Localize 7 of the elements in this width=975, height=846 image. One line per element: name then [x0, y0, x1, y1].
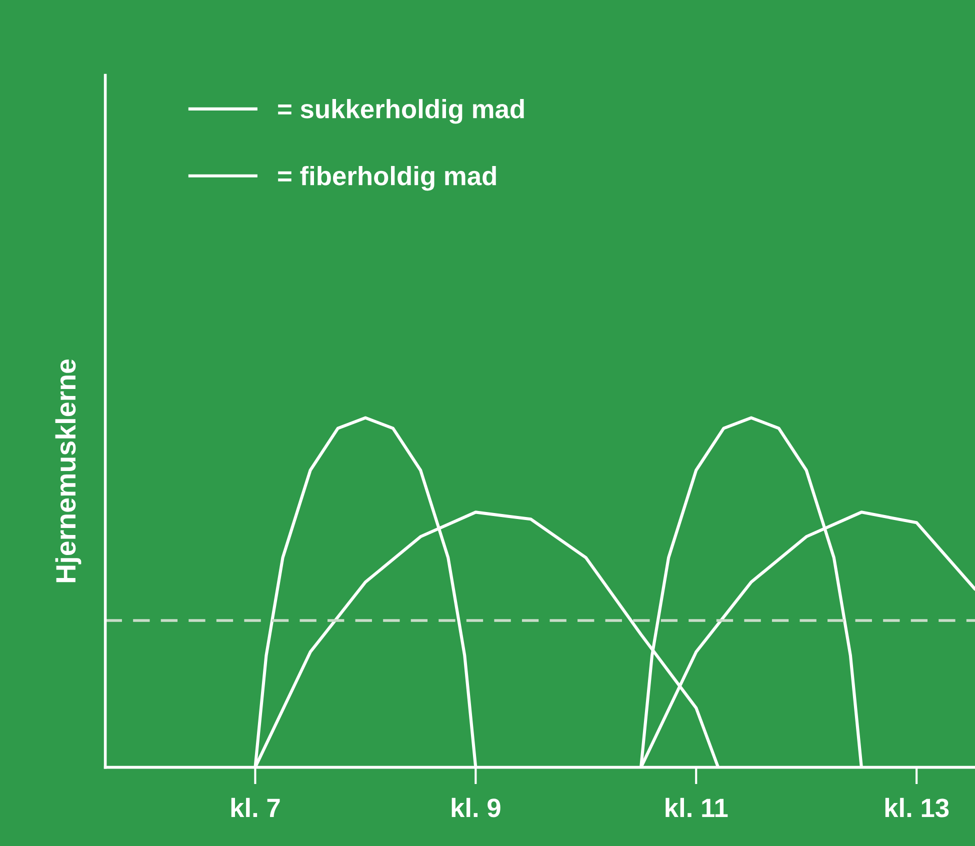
legend-label: = fiberholdig mad — [278, 166, 496, 191]
y-axis-title: Hjernemusklerne — [55, 359, 82, 582]
x-tick-label: kl. 13 — [885, 798, 949, 818]
x-tick-label: kl. 7 — [231, 798, 280, 817]
legend-label: = sukkerholdig mad — [278, 99, 524, 124]
x-tick-label: kl. 9 — [452, 798, 500, 818]
x-tick-label: kl. 11 — [666, 798, 728, 817]
